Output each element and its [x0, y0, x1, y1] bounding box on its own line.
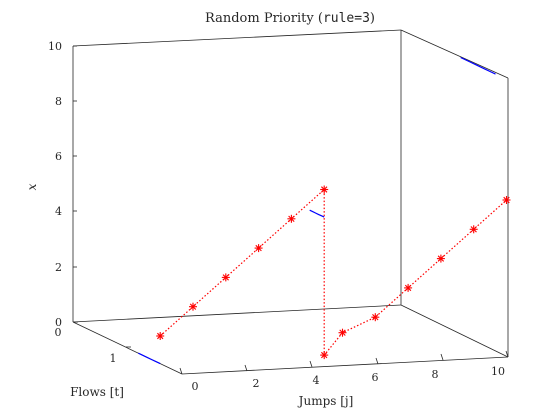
x-tick-label: 10: [491, 365, 505, 378]
chart-title-suffix: ): [370, 11, 375, 26]
box-edge-back-bottom: [72, 304, 402, 323]
z-tick-label: 6: [55, 150, 62, 163]
box-edge-back-top: [72, 29, 402, 47]
flow-series: [138, 56, 496, 365]
chart-title: Random Priority (rule=3): [205, 11, 375, 26]
jump-series: [156, 185, 511, 360]
jump-marker: [189, 302, 197, 311]
x-tick-label: 6: [372, 371, 379, 384]
x-tick-mark: [440, 353, 444, 361]
z-axis-label: x: [25, 183, 39, 190]
jump-marker: [404, 283, 413, 292]
y-axis: [73, 321, 131, 348]
x-axis-label: Jumps [j]: [297, 394, 354, 408]
y-tick-label: 1: [110, 352, 117, 365]
axes-box: [72, 29, 509, 375]
box-edge-floor-front: [181, 356, 509, 375]
x-tick-label: 0: [192, 380, 199, 393]
x-tick-mark: [505, 350, 509, 358]
x-tick-label: 2: [253, 377, 260, 390]
z-tick-label: 10: [48, 40, 62, 53]
x-tick-mark: [179, 367, 183, 375]
x-tick-label: 4: [313, 374, 320, 387]
x-tick-mark: [375, 357, 379, 365]
box-edge-floor-right: [400, 304, 509, 358]
jump-marker: [436, 254, 445, 263]
z-tick-label: 8: [55, 95, 62, 108]
x-tick-mark: [309, 360, 313, 368]
jump-marker: [371, 313, 380, 322]
chart-title-code: rule=3: [323, 11, 370, 26]
flow-line: [309, 209, 325, 218]
box-edge-floor-left: [72, 321, 183, 375]
box-edge-top-right: [400, 29, 509, 79]
x-tick-mark: [244, 364, 248, 372]
chart-title-prefix: Random Priority (: [205, 11, 323, 26]
jump-marker: [338, 328, 347, 337]
jump-marker: [287, 214, 296, 223]
jump-marker: [254, 244, 263, 253]
jump-marker: [502, 196, 511, 204]
z-tick-label: 4: [55, 205, 62, 218]
flow-line: [460, 56, 496, 75]
y-tick-label: 0: [55, 326, 62, 339]
z-axis: [73, 45, 77, 323]
x-tick-label: 8: [432, 368, 439, 381]
jump-marker: [320, 185, 329, 194]
jump-marker: [469, 225, 478, 234]
jump-marker: [320, 351, 329, 360]
jump-marker: [156, 332, 165, 340]
z-tick-label: 0: [55, 316, 62, 329]
flow-line: [138, 352, 161, 365]
y-axis-label: Flows [t]: [70, 385, 124, 399]
x-axis: [179, 350, 509, 375]
z-tick-label: 2: [55, 261, 62, 274]
jump-line: [159, 188, 507, 357]
jump-marker: [221, 273, 230, 282]
